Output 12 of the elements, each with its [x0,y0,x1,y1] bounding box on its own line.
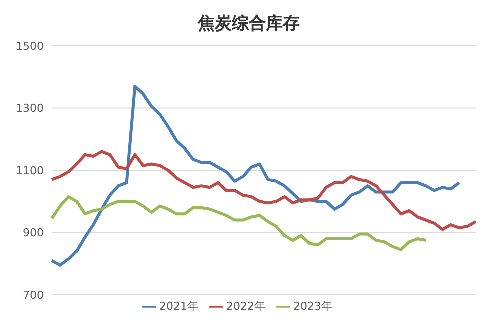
y-tick-label: 1500 [16,40,44,53]
y-tick-label: 900 [23,226,44,240]
legend-label: 2021年 [160,300,198,313]
legend-label: 2022年 [226,300,266,313]
chart-title: 焦炭综合库存 [196,13,301,36]
line-series [50,150,478,232]
y-tick-label: 1300 [16,102,44,116]
line-series [50,195,428,252]
y-tick-label: 700 [23,288,44,302]
y-tick-label: 1100 [16,164,44,178]
legend-label: 2023年 [294,300,332,313]
line-series [50,84,461,267]
